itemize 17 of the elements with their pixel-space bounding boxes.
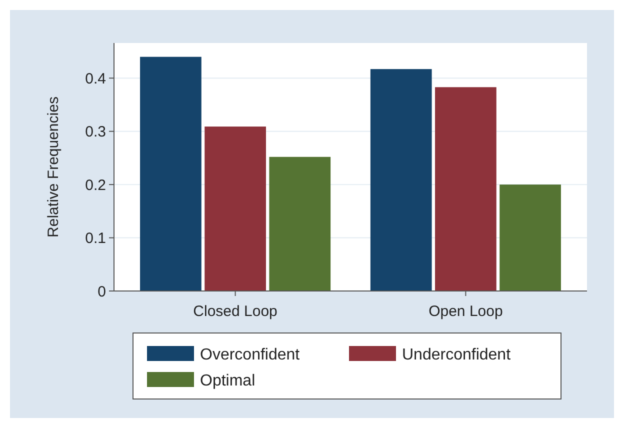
y-tick-label: 0.1: [85, 230, 106, 248]
bar: [140, 56, 202, 291]
y-tick-label: 0: [98, 283, 106, 300]
bar: [269, 156, 331, 291]
bar: [435, 87, 496, 291]
y-tick-label: 0.4: [85, 70, 106, 88]
y-tick-label: 0.2: [85, 176, 106, 194]
legend-label: Optimal: [200, 372, 256, 390]
bar: [204, 126, 266, 291]
y-axis-title: Relative Frequencies: [45, 96, 62, 238]
legend-label: Overconfident: [200, 346, 300, 364]
x-tick-label: Closed Loop: [193, 303, 278, 320]
y-tick-label: 0.3: [85, 124, 106, 141]
legend-label: Underconfident: [402, 346, 512, 364]
bar: [500, 184, 561, 291]
x-tick-label: Open Loop: [428, 303, 503, 320]
bar: [370, 69, 432, 291]
